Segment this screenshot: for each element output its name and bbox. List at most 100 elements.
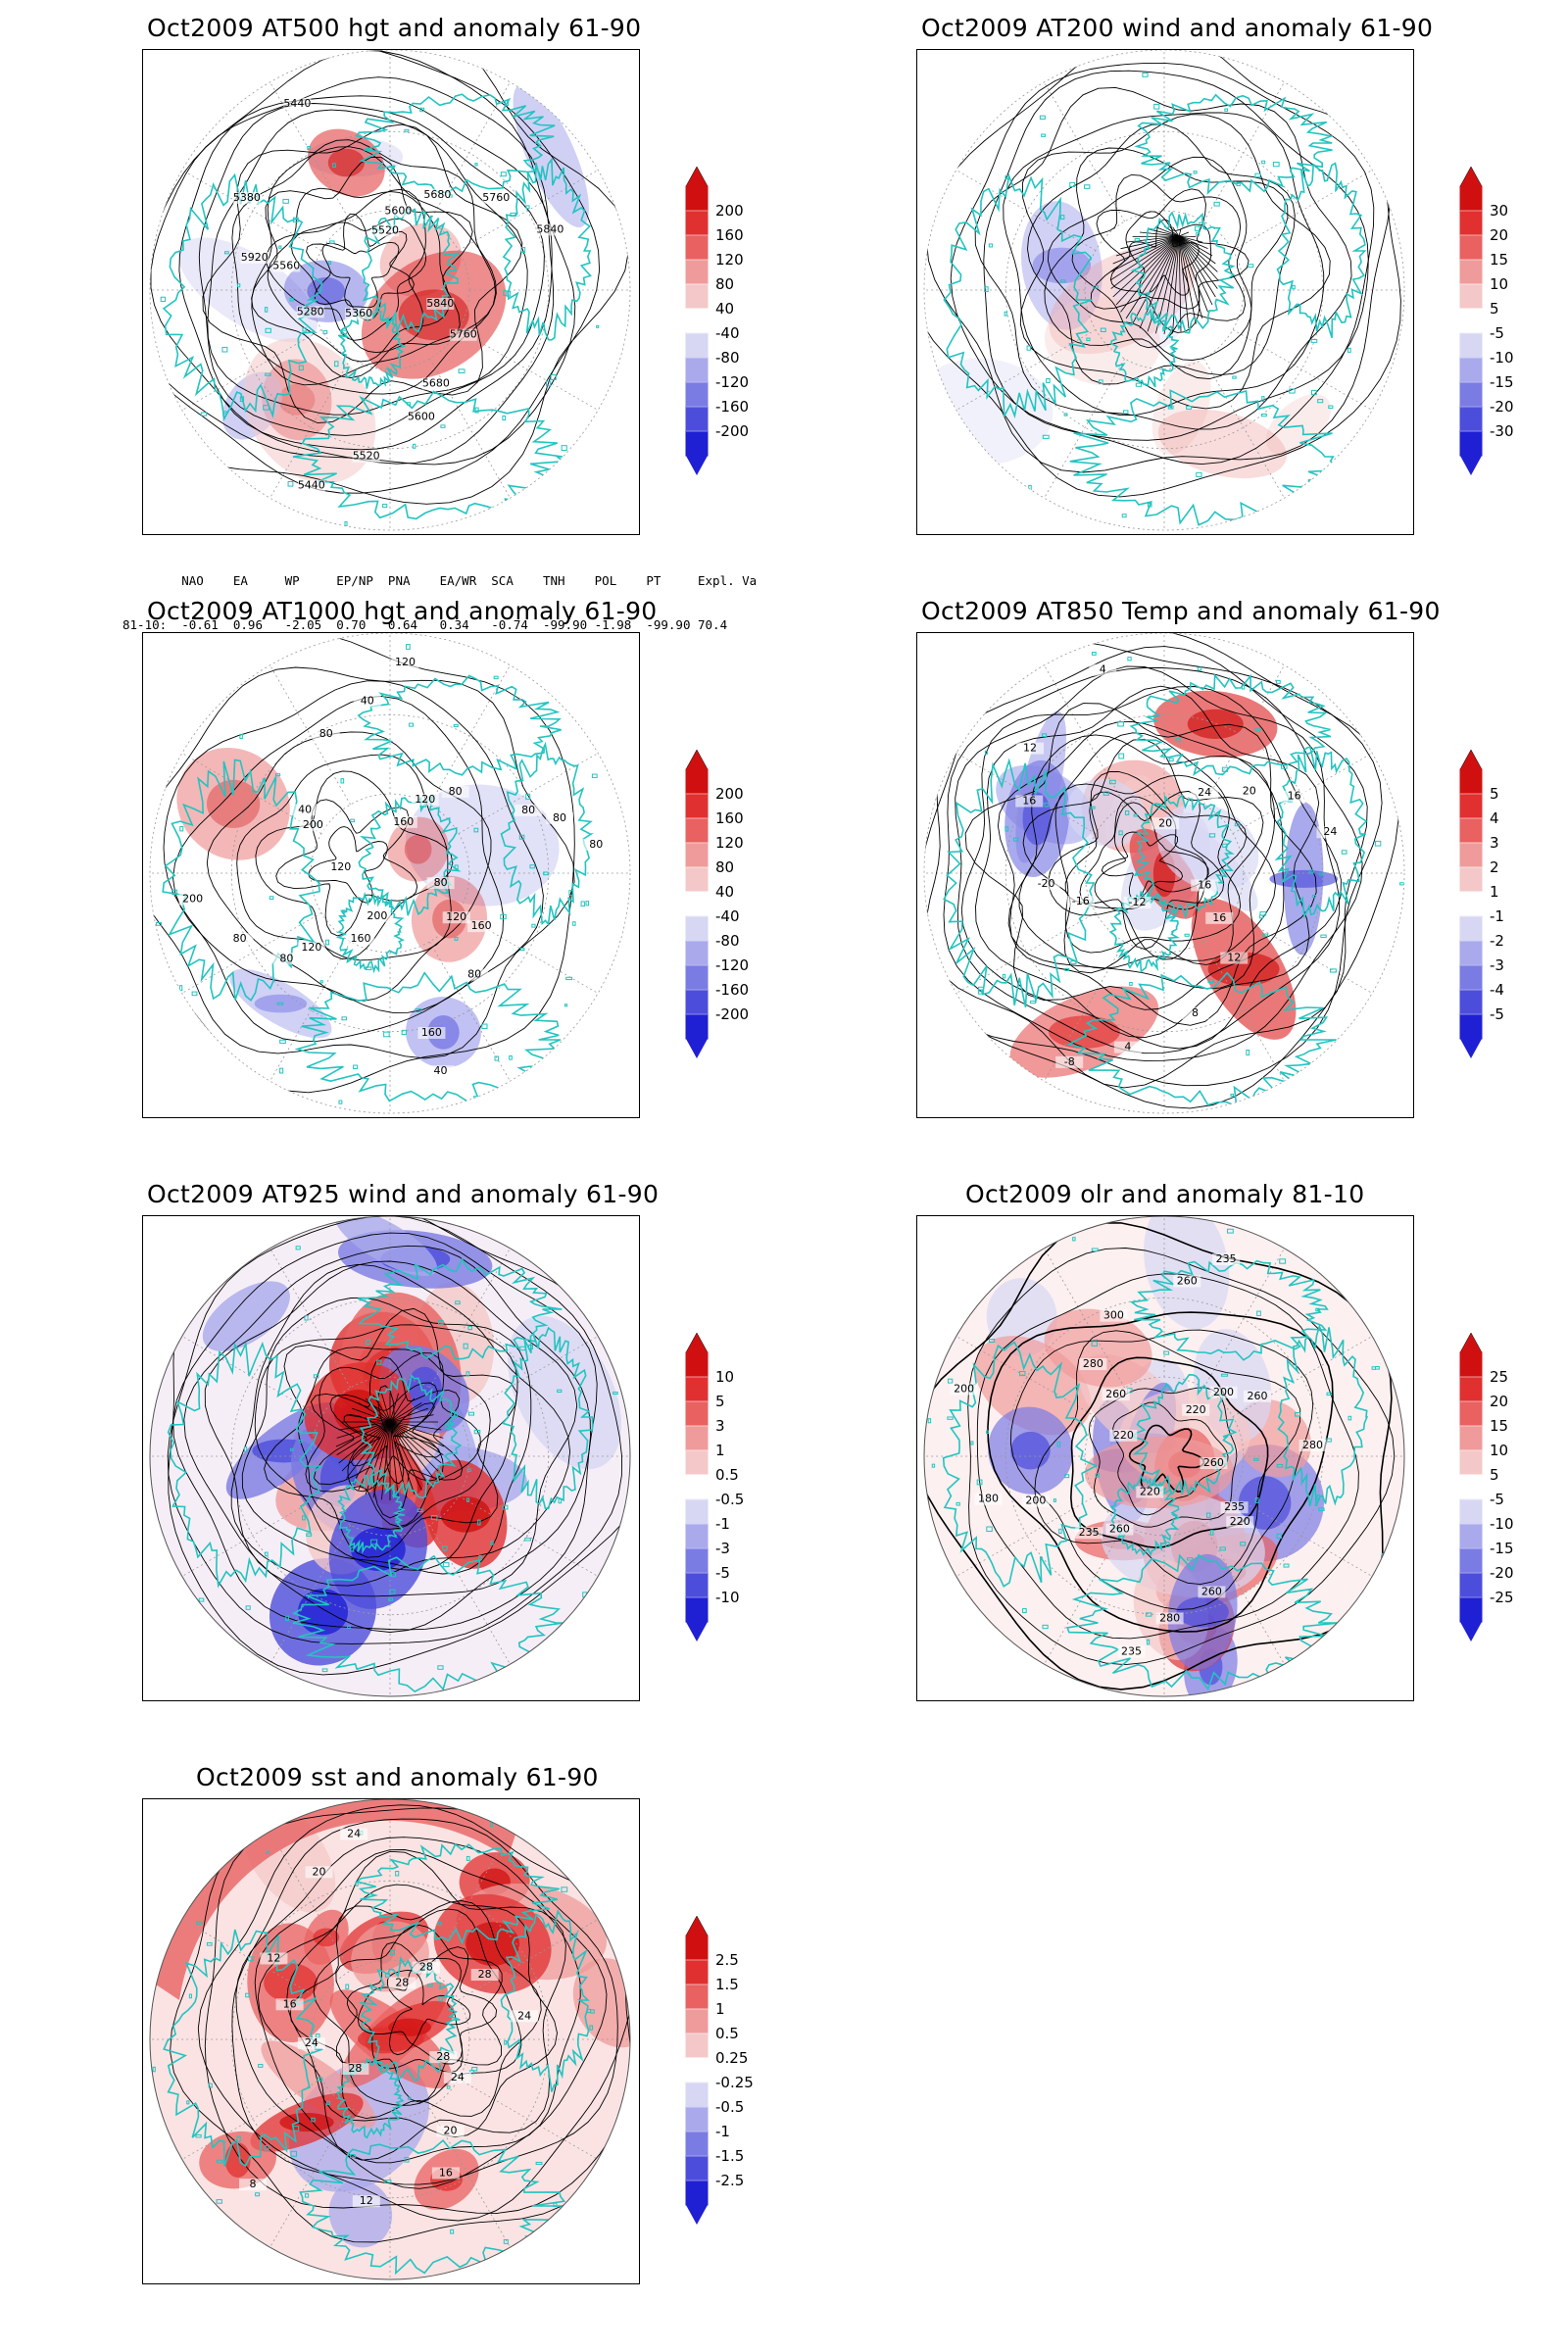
meridian-line xyxy=(270,2107,351,2248)
island xyxy=(302,327,307,332)
contour-line xyxy=(241,1297,532,1575)
island xyxy=(572,921,576,926)
contour-line xyxy=(150,76,555,465)
contour-line xyxy=(983,70,1369,441)
island xyxy=(1004,174,1009,180)
island xyxy=(317,2077,323,2082)
island xyxy=(557,1389,563,1394)
coastline xyxy=(1133,793,1235,920)
panel-z500: Oct2009 AT500 hgt and anomaly 61-90 5840… xyxy=(0,0,784,632)
map-boundary xyxy=(149,1799,631,2280)
contour-label-bg xyxy=(291,804,319,816)
contour-label-bg xyxy=(1191,879,1219,892)
polar-map[interactable]: 5840 5760 5680 5600 5520 5440 5360 5280 5560 5920… xyxy=(142,49,640,535)
contour-line xyxy=(266,188,426,354)
contour-label: 5920 xyxy=(241,251,269,264)
island xyxy=(446,2085,451,2089)
island xyxy=(152,2066,156,2073)
polar-map[interactable]: 16 16 12 8 4 -8 -12 -16 -20 16 12 4 20 24 20 16 24 xyxy=(916,632,1414,1118)
contour-label: 235 xyxy=(1216,1252,1237,1265)
island xyxy=(295,1246,301,1250)
island xyxy=(1283,1563,1290,1568)
island xyxy=(365,966,372,971)
island xyxy=(285,1615,289,1621)
contour-label-bg xyxy=(582,838,611,851)
island xyxy=(269,896,274,900)
colorbar-label: 15 xyxy=(1490,1417,1508,1435)
contour-label: 280 xyxy=(1159,1611,1180,1624)
contour-label-bg xyxy=(1055,1055,1084,1068)
streamline xyxy=(1155,226,1180,237)
panel-olr: Oct2009 olr and anomaly 81-10 260 235 220 2… xyxy=(774,1166,1558,1754)
island xyxy=(591,773,598,778)
polar-map[interactable]: 260 235 220 260 280 235 220 260 235 200 180 200 220 2… xyxy=(916,1215,1414,1701)
island xyxy=(948,1378,954,1384)
meridian-line xyxy=(429,358,511,499)
meridian-line xyxy=(1232,170,1373,251)
anomaly-core xyxy=(440,1496,491,1533)
contour-label-bg xyxy=(297,942,325,955)
island xyxy=(1091,1248,1099,1252)
island xyxy=(1022,1607,1027,1614)
contour-line xyxy=(204,1260,578,1597)
island xyxy=(438,1320,444,1325)
polar-map[interactable]: 80 120 160 80 160 40 200 160 120 80 80 200 120 200 40 8… xyxy=(142,632,640,1118)
contour-label: -20 xyxy=(1038,877,1055,890)
coastline xyxy=(1130,211,1236,334)
island xyxy=(500,172,507,177)
contour-line xyxy=(964,703,1317,1026)
colorbar-label: -5 xyxy=(1490,1491,1504,1508)
contour-label-bg xyxy=(1220,1501,1249,1514)
island xyxy=(503,2238,509,2244)
island xyxy=(304,2193,310,2198)
island xyxy=(524,1538,531,1542)
island xyxy=(198,1597,205,1602)
island xyxy=(1167,405,1174,410)
colorbar-label: -20 xyxy=(1490,398,1514,416)
island xyxy=(1063,413,1068,416)
island xyxy=(160,296,167,303)
island xyxy=(1186,1557,1194,1561)
island xyxy=(438,1996,443,2002)
island xyxy=(455,1300,461,1305)
island xyxy=(519,1346,526,1351)
coastline xyxy=(943,758,1096,1007)
contour-label-bg xyxy=(1243,1390,1271,1402)
colorbar-label: -1 xyxy=(715,1515,730,1533)
contour-line xyxy=(1027,123,1296,385)
anomaly-shade xyxy=(1164,814,1258,912)
polar-map[interactable]: 28 24 20 16 12 8 28 24 16 12 20 24 28 28 28 24 xyxy=(142,1798,640,2284)
streamline xyxy=(1178,235,1216,265)
polar-map[interactable] xyxy=(142,1215,640,1701)
island xyxy=(490,1541,494,1545)
island xyxy=(1186,405,1193,410)
contour-label-bg xyxy=(283,97,312,110)
island xyxy=(1060,279,1066,283)
anomaly-shade xyxy=(1066,778,1146,847)
meridian-line xyxy=(1232,912,1373,994)
contour-label: 4 xyxy=(1124,1041,1131,1054)
island xyxy=(1102,791,1109,796)
streamline xyxy=(1178,235,1197,237)
coastline xyxy=(355,93,556,195)
island xyxy=(1127,657,1132,662)
contour-label: 200 xyxy=(303,818,323,831)
island xyxy=(1213,201,1220,207)
contour-label: 24 xyxy=(1323,825,1337,838)
contour-line xyxy=(1094,802,1209,912)
island xyxy=(518,834,525,840)
island xyxy=(1093,285,1099,289)
island xyxy=(1108,779,1116,785)
island xyxy=(1254,727,1261,732)
island xyxy=(1316,1494,1321,1500)
polar-map[interactable] xyxy=(916,49,1414,535)
island xyxy=(1133,813,1138,817)
contour-label: 12 xyxy=(267,1951,280,1964)
colorbar-label: 40 xyxy=(715,883,734,901)
contour-label: 220 xyxy=(1230,1515,1250,1528)
contour-label: 5680 xyxy=(422,377,450,390)
coastline xyxy=(335,2057,405,2139)
island xyxy=(1184,933,1190,937)
panel-t850: Oct2009 AT850 Temp and anomaly 61-90 16 1… xyxy=(774,583,1558,1171)
island xyxy=(931,1463,936,1468)
